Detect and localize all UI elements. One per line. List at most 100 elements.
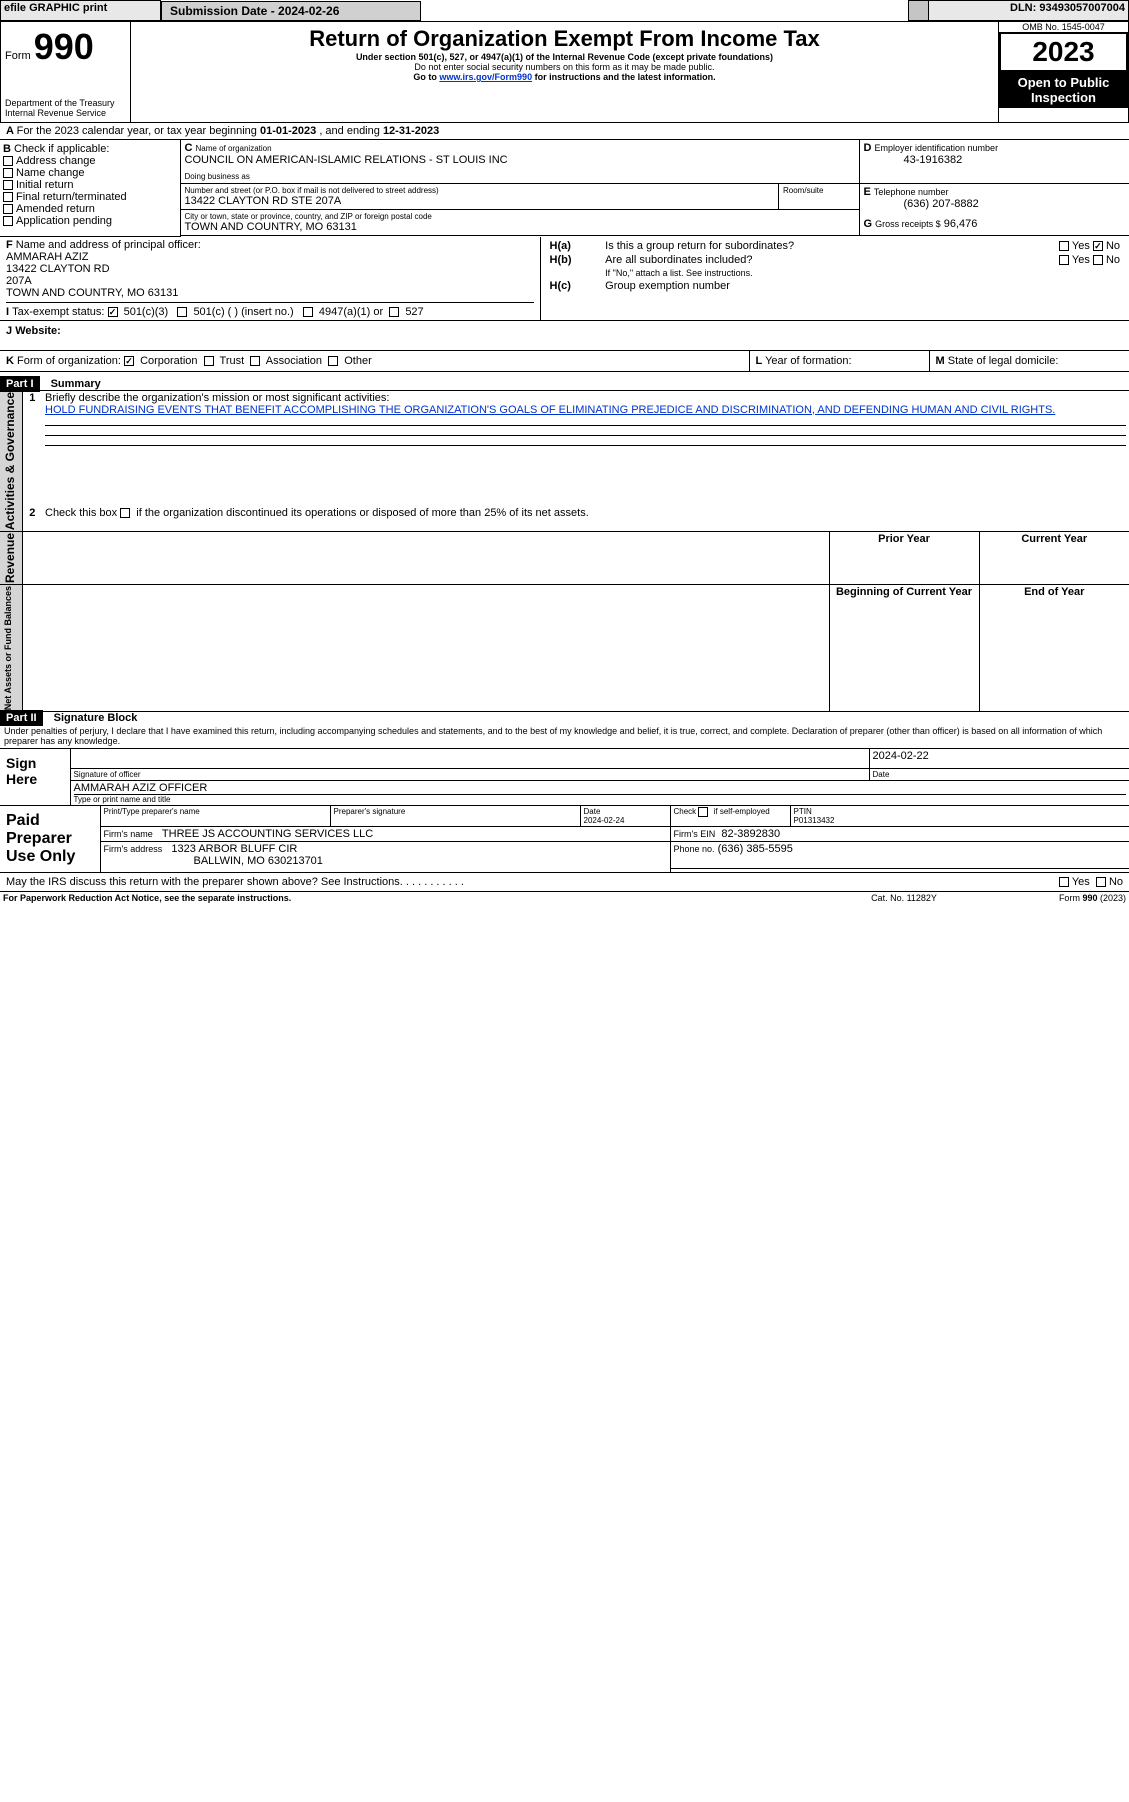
form-number: 990 (34, 26, 94, 67)
open-public: Open to Public Inspection (999, 72, 1128, 108)
section-revenue: Revenue (3, 533, 17, 583)
sig-officer-label: Signature of officer (70, 769, 869, 781)
line-a: A For the 2023 calendar year, or tax yea… (0, 123, 1129, 140)
tax-year: 2023 (999, 32, 1128, 72)
irs-link[interactable]: www.irs.gov/Form990 (439, 72, 532, 82)
dba-label: Doing business as (185, 172, 855, 181)
top-bar: efile GRAPHIC print Submission Date - 20… (0, 0, 1129, 21)
chk-initial-return[interactable]: Initial return (16, 179, 73, 191)
group-return-label: Is this a group return for subordinates? (602, 239, 990, 253)
form-title: Return of Organization Exempt From Incom… (135, 26, 994, 52)
chk-hb-no[interactable] (1093, 255, 1103, 265)
chk-discuss-yes[interactable] (1059, 877, 1069, 887)
firm-addr-label: Firm's address (104, 844, 163, 854)
current-year-header: Current Year (979, 532, 1129, 585)
chk-501c[interactable] (177, 307, 187, 317)
prep-phone: (636) 385-5595 (718, 843, 793, 855)
firm-ein: 82-3892830 (721, 828, 780, 840)
tax-exempt-label: Tax-exempt status: (12, 306, 104, 318)
activities-governance-table: Activities & Governance 1 Briefly descri… (0, 390, 1129, 532)
year-formation-label: Year of formation: (765, 355, 851, 367)
gross-receipts-label: Gross receipts $ (875, 219, 941, 229)
address-value: 13422 CLAYTON RD STE 207A (185, 195, 775, 207)
chk-name-change[interactable]: Name change (16, 167, 85, 179)
ifno-note: If "No," attach a list. See instructions… (602, 267, 1123, 279)
chk-self-employed[interactable] (698, 807, 708, 817)
city-label: City or town, state or province, country… (185, 212, 855, 221)
submission-date: Submission Date - 2024-02-26 (161, 1, 421, 21)
efile-label: efile GRAPHIC print (1, 1, 161, 21)
sig-date-label: Date (869, 769, 1129, 781)
prep-sig-label: Preparer's signature (330, 806, 580, 827)
section-netassets: Net Assets or Fund Balances (3, 586, 13, 710)
chk-corp[interactable] (124, 356, 134, 366)
part1-title: Part I (0, 376, 40, 392)
chk-application-pending[interactable]: Application pending (16, 215, 112, 227)
chk-final-return[interactable]: Final return/terminated (16, 191, 127, 203)
firm-addr1: 1323 ARBOR BLUFF CIR (171, 843, 297, 855)
chk-ha-no[interactable] (1093, 241, 1103, 251)
city-value: TOWN AND COUNTRY, MO 63131 (185, 221, 855, 233)
address-label: Number and street (or P.O. box if mail i… (185, 186, 775, 195)
chk-assoc[interactable] (250, 356, 260, 366)
footer-form-no: 990 (1082, 893, 1097, 903)
firm-name: THREE JS ACCOUNTING SERVICES LLC (162, 828, 373, 840)
section-activities: Activities & Governance (3, 392, 17, 530)
irs-label: Internal Revenue Service (5, 108, 126, 118)
check-if-applicable: Check if applicable: (14, 143, 109, 155)
part1-subtitle: Summary (43, 378, 101, 390)
room-label: Room/suite (783, 186, 855, 195)
ein-value: 43-1916382 (864, 154, 1126, 166)
goto-prefix: Go to (413, 72, 439, 82)
chk-ha-yes[interactable] (1059, 241, 1069, 251)
ptin-value: P01313432 (794, 816, 1127, 825)
org-name: COUNCIL ON AMERICAN-ISLAMIC RELATIONS - … (185, 154, 508, 166)
part2-subtitle: Signature Block (46, 712, 138, 724)
goto-suffix: for instructions and the latest informat… (535, 72, 716, 82)
omb-no: OMB No. 1545-0047 (999, 22, 1128, 32)
website-label: Website: (15, 325, 61, 337)
chk-trust[interactable] (204, 356, 214, 366)
prep-date: 2024-02-24 (584, 816, 667, 825)
discuss-label: May the IRS discuss this return with the… (6, 876, 403, 888)
officer-tax-block: F Name and address of principal officer:… (0, 237, 1129, 351)
sign-here-label: Sign Here (0, 749, 70, 806)
prep-phone-label: Phone no. (674, 844, 715, 854)
form-of-org-label: Form of organization: (17, 355, 121, 367)
domicile-label: State of legal domicile: (948, 355, 1059, 367)
penalty-text: Under penalties of perjury, I declare th… (0, 724, 1129, 749)
chk-other[interactable] (328, 356, 338, 366)
ptin-label: PTIN (794, 807, 1127, 816)
firm-addr2: BALLWIN, MO 630213701 (104, 855, 667, 867)
chk-hb-yes[interactable] (1059, 255, 1069, 265)
net-assets-table: Net Assets or Fund Balances Beginning of… (0, 585, 1129, 712)
revenue-table: Revenue b Prior Year Current Year (0, 532, 1129, 585)
chk-4947[interactable] (303, 307, 313, 317)
subordinates-label: Are all subordinates included? (602, 253, 990, 267)
chk-501c3[interactable] (108, 307, 118, 317)
chk-discuss-no[interactable] (1096, 877, 1106, 887)
prior-year-header: Prior Year (829, 532, 979, 585)
firm-name-label: Firm's name (104, 829, 153, 839)
form-header: Form 990 Department of the Treasury Inte… (0, 21, 1129, 123)
chk-amended-return[interactable]: Amended return (16, 203, 95, 215)
dept-treasury: Department of the Treasury (5, 98, 126, 108)
entity-block: B Check if applicable: Address change Na… (0, 140, 1129, 237)
mission-text: HOLD FUNDRAISING EVENTS THAT BENEFIT ACC… (45, 404, 1055, 416)
firm-ein-label: Firm's EIN (674, 829, 716, 839)
group-exemption-label: Group exemption number (602, 279, 1123, 293)
chk-discontinued[interactable] (120, 508, 130, 518)
ssn-note: Do not enter social security numbers on … (135, 62, 994, 72)
paid-preparer-label: Paid Preparer Use Only (0, 806, 100, 873)
part2-title: Part II (0, 710, 43, 726)
sig-title-label: Type or print name and title (74, 794, 1127, 804)
chk-527[interactable] (389, 307, 399, 317)
chk-address-change[interactable]: Address change (16, 155, 96, 167)
form-word: Form (5, 50, 31, 62)
ein-label: Employer identification number (875, 143, 999, 153)
begin-year-header: Beginning of Current Year (829, 585, 979, 712)
form-footer: For Paperwork Reduction Act Notice, see … (0, 892, 1129, 904)
gross-receipts-value: 96,476 (944, 218, 978, 230)
signature-block: Sign Here 2024-02-22 Signature of office… (0, 749, 1129, 807)
klm-row: K Form of organization: Corporation Trus… (0, 351, 1129, 372)
